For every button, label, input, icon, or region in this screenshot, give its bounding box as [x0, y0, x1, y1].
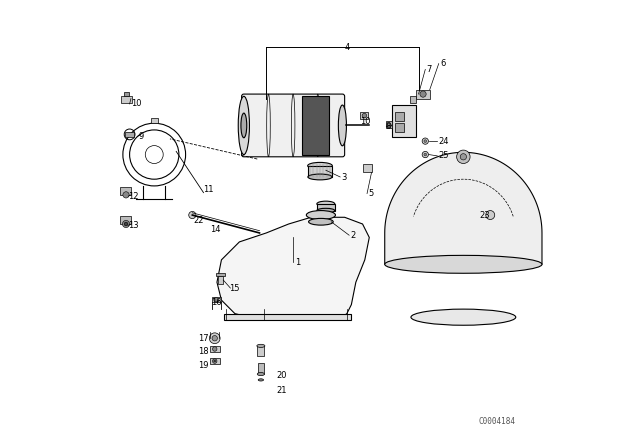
Bar [121, 96, 132, 103]
Ellipse shape [308, 174, 332, 180]
Bar [392, 105, 417, 137]
Ellipse shape [385, 255, 542, 273]
Bar [387, 121, 392, 128]
Text: 4: 4 [345, 43, 350, 52]
Text: 25: 25 [439, 151, 449, 160]
Text: 18: 18 [198, 347, 209, 356]
Text: 20: 20 [276, 371, 287, 380]
Text: 10: 10 [131, 99, 141, 108]
Ellipse shape [411, 309, 516, 325]
Circle shape [214, 297, 218, 302]
Circle shape [424, 153, 427, 156]
Text: 21: 21 [276, 386, 287, 395]
Bar [216, 273, 225, 276]
Text: 3: 3 [341, 173, 346, 182]
Ellipse shape [308, 162, 332, 169]
Text: 9: 9 [139, 132, 144, 141]
Bar [308, 166, 332, 177]
Ellipse shape [241, 113, 247, 138]
Circle shape [460, 154, 467, 160]
Bar [317, 204, 335, 211]
Bar [258, 363, 264, 374]
Text: 17: 17 [198, 334, 209, 343]
FancyBboxPatch shape [242, 94, 345, 157]
Ellipse shape [308, 218, 333, 225]
Text: 24: 24 [439, 137, 449, 146]
Text: 16: 16 [212, 298, 222, 307]
Ellipse shape [339, 105, 346, 146]
Circle shape [456, 150, 470, 164]
Bar [210, 346, 220, 352]
Text: 6: 6 [440, 59, 445, 68]
Circle shape [422, 151, 428, 158]
Text: 2: 2 [351, 231, 356, 240]
Circle shape [387, 123, 391, 128]
Bar [218, 276, 223, 284]
Ellipse shape [307, 211, 335, 220]
Text: 19: 19 [198, 361, 209, 370]
Bar [360, 112, 369, 119]
Text: 13: 13 [128, 221, 139, 230]
Text: 23: 23 [479, 211, 490, 220]
Circle shape [424, 140, 427, 142]
Circle shape [420, 91, 426, 97]
Circle shape [212, 359, 217, 363]
Circle shape [214, 360, 216, 362]
Text: 7: 7 [427, 65, 432, 74]
Polygon shape [385, 152, 542, 264]
Ellipse shape [257, 373, 264, 375]
Text: 12: 12 [128, 192, 139, 201]
Bar [150, 118, 158, 123]
Bar [210, 358, 220, 364]
Ellipse shape [317, 208, 335, 213]
Ellipse shape [238, 96, 250, 155]
Text: 15: 15 [230, 284, 240, 293]
Bar [224, 314, 351, 320]
Text: 8: 8 [385, 122, 391, 131]
Bar [125, 132, 134, 137]
Bar [395, 123, 404, 132]
Circle shape [486, 211, 495, 220]
Bar [302, 96, 329, 155]
Bar [410, 96, 417, 103]
Bar [362, 164, 371, 172]
Circle shape [212, 347, 217, 351]
Text: 1: 1 [296, 258, 301, 267]
Circle shape [123, 192, 129, 198]
Text: C0004184: C0004184 [479, 417, 515, 426]
Text: 22: 22 [194, 216, 204, 225]
Circle shape [124, 222, 128, 226]
Bar [395, 112, 404, 121]
Text: 5: 5 [368, 189, 373, 198]
Circle shape [209, 333, 220, 344]
Text: 10: 10 [360, 117, 371, 126]
Ellipse shape [258, 379, 264, 381]
Bar [417, 90, 430, 99]
Bar [212, 297, 221, 302]
Text: 11: 11 [203, 185, 213, 194]
Circle shape [189, 211, 196, 219]
PathPatch shape [217, 217, 369, 320]
Circle shape [212, 336, 218, 341]
Bar [120, 216, 131, 224]
Ellipse shape [257, 344, 265, 348]
Bar [257, 346, 264, 356]
Text: 14: 14 [210, 225, 221, 234]
Bar [124, 92, 129, 96]
Bar [120, 187, 131, 195]
Circle shape [422, 138, 428, 144]
Circle shape [122, 220, 130, 228]
Ellipse shape [317, 201, 335, 207]
Circle shape [362, 113, 367, 118]
